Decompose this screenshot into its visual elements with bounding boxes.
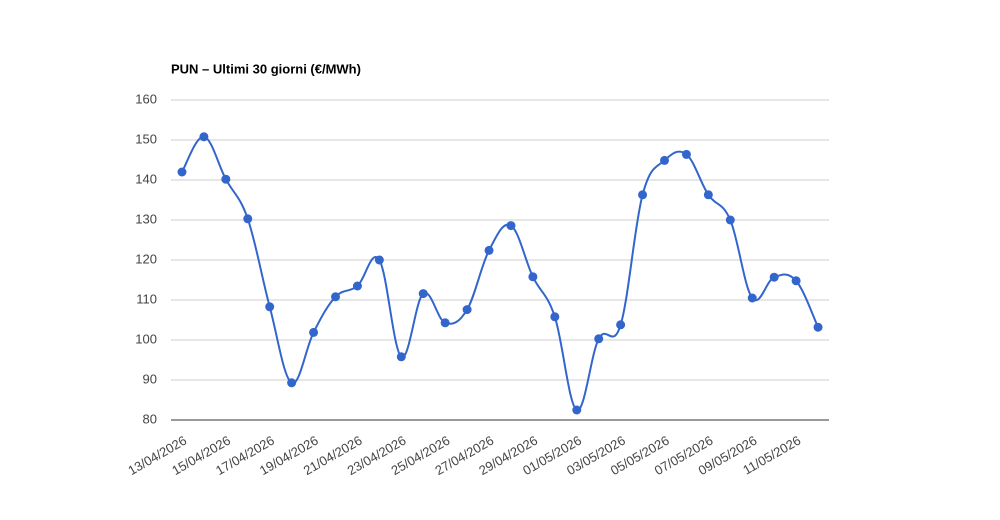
data-point xyxy=(374,255,384,265)
y-tick-label: 160 xyxy=(135,91,157,106)
y-tick-label: 120 xyxy=(135,251,157,266)
data-point xyxy=(594,334,604,344)
y-tick-label: 100 xyxy=(135,331,157,346)
data-point xyxy=(440,318,450,328)
data-point xyxy=(484,245,494,255)
y-tick-label: 80 xyxy=(143,411,157,426)
data-point xyxy=(660,155,669,165)
data-point xyxy=(813,322,823,332)
data-point xyxy=(221,174,231,184)
data-point xyxy=(396,352,406,362)
data-point xyxy=(638,190,648,200)
data-point xyxy=(243,214,253,224)
y-tick-label: 110 xyxy=(136,291,157,306)
data-point xyxy=(528,272,538,282)
data-point xyxy=(616,320,626,330)
data-point xyxy=(769,272,779,282)
data-point xyxy=(265,302,275,312)
data-point xyxy=(681,149,691,159)
data-point xyxy=(550,312,560,322)
y-tick-label: 140 xyxy=(135,171,157,186)
data-point xyxy=(506,221,516,231)
data-point xyxy=(572,405,582,415)
data-point xyxy=(462,305,472,315)
data-point xyxy=(287,378,297,388)
series-line xyxy=(181,135,819,412)
data-point xyxy=(791,276,801,286)
data-point xyxy=(177,167,187,177)
data-point xyxy=(725,215,735,225)
y-tick-label: 150 xyxy=(135,131,157,146)
data-point xyxy=(309,327,319,337)
data-point xyxy=(747,293,757,303)
data-point xyxy=(703,190,713,200)
y-tick-label: 90 xyxy=(143,371,157,386)
y-tick-label: 130 xyxy=(135,211,157,226)
data-point xyxy=(352,281,362,291)
data-point xyxy=(199,132,209,142)
data-point xyxy=(418,289,428,299)
data-point xyxy=(331,292,340,302)
chart-title: PUN – Ultimi 30 giorni (€/MWh) xyxy=(171,61,361,76)
